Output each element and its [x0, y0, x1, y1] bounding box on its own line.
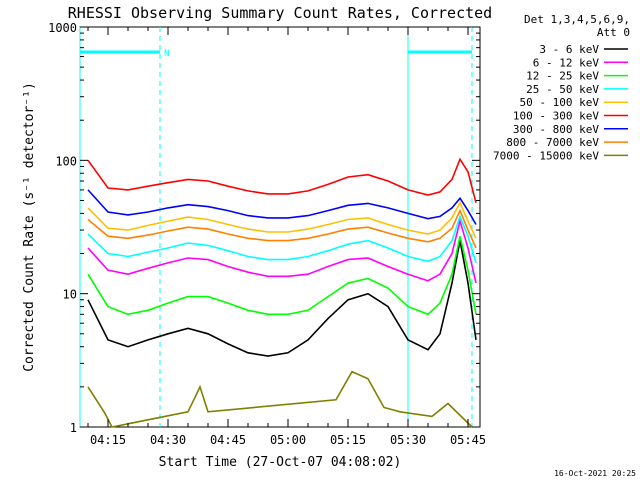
x-tick-label: 05:15 [330, 433, 366, 447]
series-line-6 [87, 189, 477, 225]
legend-header-line-2: Att 0 [597, 26, 630, 39]
x-tick-label: 05:00 [270, 433, 306, 447]
legend-label: 12 - 25 keV [526, 70, 599, 83]
x-tick-label: 04:45 [210, 433, 246, 447]
series-line-0 [87, 240, 477, 357]
series-line-5 [87, 157, 477, 203]
x-tick-label: 04:30 [150, 433, 186, 447]
legend-label: 50 - 100 keV [520, 96, 600, 109]
y-tick-label: 100 [55, 154, 77, 168]
series-line-3 [87, 214, 477, 264]
x-tick-label: 05:45 [450, 433, 486, 447]
footer-timestamp: 16-Oct-2021 20:25 [554, 469, 636, 478]
x-tick-label: 05:30 [390, 433, 426, 447]
chart-title: RHESSI Observing Summary Count Rates, Co… [68, 4, 492, 22]
legend-label: 100 - 300 keV [513, 110, 599, 123]
series-line-8 [87, 370, 473, 428]
series-line-7 [87, 208, 477, 249]
legend-header-line-1: Det 1,3,4,5,6,9, [524, 13, 630, 26]
x-axis-label: Start Time (27-Oct-07 04:08:02) [159, 455, 402, 470]
observation-markers: N [79, 27, 473, 427]
legend-label: 25 - 50 keV [526, 83, 599, 96]
x-tick-label: 04:15 [90, 433, 126, 447]
axes: 1 10 100 1000 04:15 04:30 04:45 05:00 05:15 05:30… [48, 21, 486, 447]
legend-label: 7000 - 15000 keV [493, 149, 599, 162]
attenuator-marker-label: N [164, 49, 169, 59]
y-tick-label: 10 [63, 288, 77, 302]
series-lines [87, 157, 477, 428]
legend-label: 300 - 800 keV [513, 123, 599, 136]
y-tick-label: 1 [70, 421, 77, 435]
y-tick-label: 1000 [48, 21, 77, 35]
legend-label: 800 - 7000 keV [506, 136, 599, 149]
legend-label: 6 - 12 keV [533, 56, 600, 69]
series-line-1 [87, 218, 477, 284]
legend-label: 3 - 6 keV [539, 43, 599, 56]
series-line-2 [87, 236, 477, 316]
series-line-4 [87, 200, 477, 239]
y-axis-label: Corrected Count Rate (s⁻¹ detector⁻¹) [22, 82, 37, 372]
